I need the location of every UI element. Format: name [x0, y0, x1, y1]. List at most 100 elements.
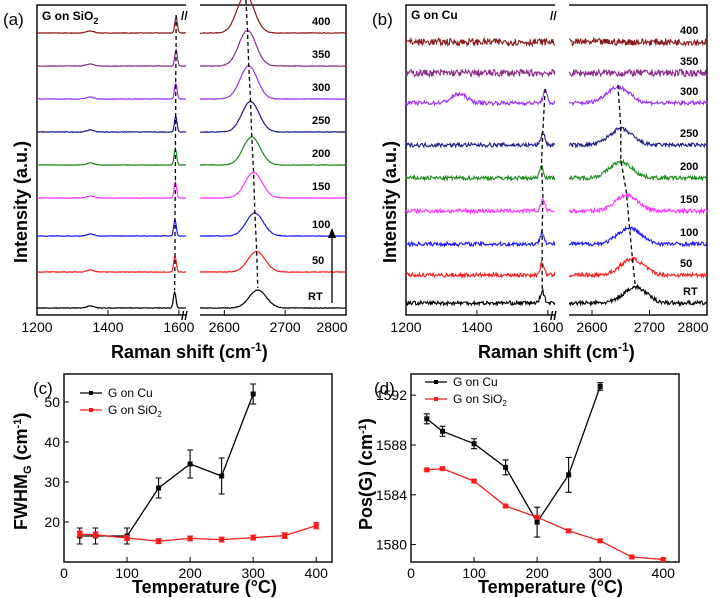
point-sio2-400 [660, 557, 666, 563]
plot-d [423, 382, 667, 563]
temp-label-350: 350 [312, 49, 330, 61]
2d-peak-guide [617, 84, 636, 286]
y-tick-label-20: 20 [44, 514, 60, 530]
y-tick-label-1580: 1580 [376, 537, 407, 553]
x-tick-label-1200: 1200 [21, 319, 52, 335]
spectrum-50 [405, 256, 708, 280]
g-peak-guide [173, 15, 177, 291]
axis-break-top-b: // [550, 9, 557, 23]
temp-label-300: 300 [312, 82, 330, 94]
spectrum-250 [405, 126, 708, 149]
temp-label-400: 400 [312, 16, 330, 28]
x-tick-label-2600: 2600 [576, 319, 607, 335]
point-sio2-50 [93, 532, 99, 538]
x-tick-label-0: 0 [60, 565, 68, 581]
temp-label-100: 100 [680, 227, 698, 239]
y-tick-label-1592: 1592 [376, 387, 407, 403]
point-sio2-300 [250, 535, 256, 541]
point-sio2-250 [566, 528, 572, 534]
x-tick-label-400: 400 [305, 565, 329, 581]
spectrum-300 [36, 65, 346, 101]
x-tick-label-2700: 2700 [270, 319, 301, 335]
spectrum-400 [36, 0, 347, 35]
temp-label-250: 250 [680, 128, 698, 140]
point-sio2-150 [503, 503, 509, 509]
point-cu-150 [503, 464, 509, 470]
spectrum-350 [405, 67, 708, 79]
panel-a-letter: (a) [3, 10, 24, 29]
x-axis-label-c: Temperature (°C) [132, 577, 277, 597]
y-tick-label-1588: 1588 [376, 437, 407, 453]
point-sio2-25 [424, 467, 430, 473]
x-tick-label-2800: 2800 [677, 319, 708, 335]
legend-c: G on Cu G on SiO2 [80, 386, 162, 419]
axis-break-bottom-b: // [550, 309, 557, 323]
point-sio2-200 [187, 535, 193, 541]
2d-peak-guide [245, 0, 259, 289]
point-cu-25 [424, 416, 430, 422]
y-tick-label-50: 50 [44, 394, 60, 410]
temp-label-300: 300 [680, 86, 698, 98]
point-cu-150 [156, 485, 162, 491]
point-sio2-400 [313, 523, 319, 529]
temp-label-150: 150 [312, 181, 330, 193]
point-sio2-50 [440, 466, 446, 472]
temp-label-RT: RT [683, 286, 698, 298]
legend-d-cu-label: G on Cu [453, 375, 498, 389]
spectrum-100 [405, 225, 708, 248]
temp-label-50: 50 [680, 258, 692, 270]
spectrum-200 [405, 158, 708, 182]
legend-d-sio-marker [434, 397, 438, 401]
point-sio2-200 [534, 514, 540, 520]
panel-c: (c) 0 100 200 300 400 20 30 40 50 G on Cu G on S… [11, 373, 333, 597]
increase-arrow-head [328, 228, 336, 238]
axis-break-gap-a [186, 2, 200, 320]
point-cu-50 [440, 428, 446, 434]
panel-a-title: G on SiO2 [42, 9, 98, 26]
point-cu-100 [471, 441, 477, 447]
panel-c-letter: (c) [33, 379, 53, 398]
spectrum-300 [405, 84, 708, 107]
peak-guides-a [173, 0, 259, 291]
y-axis-label-a: Intensity (a.u.) [11, 141, 31, 263]
spectrum-50 [36, 250, 347, 274]
spectrum-100 [37, 212, 346, 238]
x-tick-label-100: 100 [462, 565, 486, 581]
panel-b-letter: (b) [372, 10, 393, 29]
x-tick-label-1600: 1600 [532, 319, 563, 335]
point-sio2-350 [282, 533, 288, 539]
x-tick-label-1200: 1200 [390, 319, 421, 335]
x-tick-label-300: 300 [241, 565, 265, 581]
point-sio2-150 [156, 538, 162, 544]
x-tick-label-2600: 2600 [209, 319, 240, 335]
panel-b-title: G on Cu [411, 8, 458, 22]
temp-label-RT: RT [308, 291, 323, 303]
temperature-labels-a: 400 350 300 250 200 150 100 50 RT [308, 16, 330, 303]
spectrum-RT [405, 283, 708, 308]
axes-d: 0 100 200 300 400 1580 1584 1588 1592 [376, 387, 675, 581]
panel-d-frame [410, 373, 680, 563]
x-tick-label-200: 200 [525, 565, 549, 581]
x-tick-label-400: 400 [652, 565, 676, 581]
panel-c-frame [63, 373, 333, 563]
point-cu-250 [566, 472, 572, 478]
spectrum-400 [405, 36, 708, 48]
legend-c-cu-marker [89, 391, 93, 395]
series-line-cu [79, 393, 254, 537]
spectra-a [36, 0, 347, 310]
series-line-cu [426, 386, 601, 524]
spectrum-200 [36, 136, 347, 167]
spectrum-150 [36, 171, 347, 200]
axes-c: 0 100 200 300 400 20 30 40 50 [44, 394, 328, 581]
spectra-b [405, 36, 708, 308]
x-axis-label-a: Raman shift (cm-1) [111, 340, 268, 362]
legend-d: G on Cu G on SiO2 [425, 375, 507, 408]
x-tick-label-1400: 1400 [461, 319, 492, 335]
y-tick-label-40: 40 [44, 434, 60, 450]
legend-d-cu-marker [434, 380, 438, 384]
panel-d-letter: (d) [374, 379, 395, 398]
temp-label-400: 400 [680, 25, 698, 37]
axis-break-gap-b [555, 2, 569, 320]
temp-label-200: 200 [680, 161, 698, 173]
